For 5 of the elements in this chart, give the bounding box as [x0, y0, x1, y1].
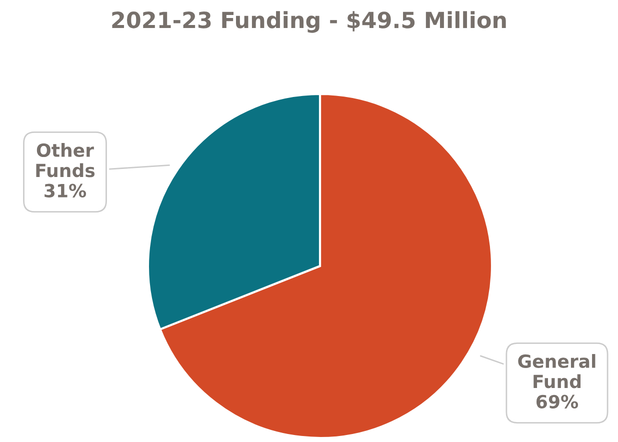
slice-label: Other Funds [36, 143, 95, 178]
data-label: 69% [536, 394, 578, 408]
chart-title: 2021-23 Funding - $49.5 Million [112, 11, 506, 33]
data-label: 31% [44, 184, 86, 198]
slice-label: General Fund [518, 354, 596, 388]
